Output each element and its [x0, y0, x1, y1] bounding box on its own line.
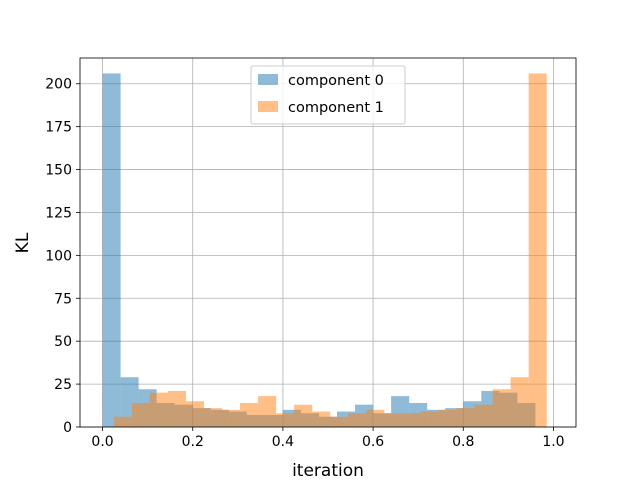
- x-tick-label: 0.0: [91, 434, 113, 450]
- axis-ticks: 0.0 0.2 0.4 0.6 0.8 1.0 0 25 50 75 100 125 150 175 200: [45, 77, 564, 450]
- histogram-bar-component-1: [222, 409, 241, 427]
- y-tick-label: 100: [45, 248, 72, 264]
- legend-swatch-component-1: [258, 101, 278, 112]
- histogram-bar-component-1: [438, 409, 457, 427]
- legend: component 0 component 1: [250, 65, 406, 125]
- histogram-bar-component-1: [492, 389, 511, 427]
- y-tick-label: 175: [45, 120, 72, 136]
- histogram-bar-component-1: [204, 408, 223, 427]
- histogram-bar-component-1: [384, 413, 403, 427]
- y-tick-label: 125: [45, 205, 72, 221]
- x-axis-label: iteration: [292, 461, 364, 480]
- y-tick-label: 25: [54, 377, 72, 393]
- histogram-bar-component-1: [330, 416, 349, 427]
- histogram-bar-component-1: [474, 404, 493, 427]
- bars: [102, 73, 547, 428]
- x-tick-label: 0.8: [452, 434, 474, 450]
- legend-label-component-1: component 1: [288, 100, 384, 116]
- grid: [80, 58, 576, 428]
- histogram-bar-component-1: [312, 411, 331, 427]
- histogram-bar-component-1: [366, 409, 385, 427]
- histogram-bar-component-1: [510, 377, 529, 427]
- histogram-bar-component-1: [240, 402, 259, 427]
- legend-label-component-0: component 0: [288, 73, 384, 89]
- plot-frame: [79, 57, 577, 428]
- y-tick-label: 50: [54, 334, 72, 350]
- histogram-bar-component-1: [185, 401, 204, 427]
- x-tick-label: 0.2: [182, 434, 204, 450]
- histogram-bar-component-1: [113, 416, 132, 427]
- histogram-bar-component-1: [420, 411, 439, 427]
- histogram-bar-component-1: [402, 413, 421, 427]
- histogram-bar-component-0: [102, 73, 121, 428]
- histogram-bar-component-1: [348, 413, 367, 427]
- legend-box: [250, 65, 406, 125]
- y-tick-label: 0: [63, 420, 72, 436]
- histogram-bar-component-1: [456, 408, 475, 427]
- y-axis-label: KL: [13, 232, 33, 253]
- histogram-bar-component-1: [528, 73, 547, 428]
- x-tick-label: 0.6: [362, 434, 384, 450]
- histogram-bar-component-1: [294, 404, 313, 427]
- x-tick-label: 1.0: [542, 434, 564, 450]
- histogram-bar-component-1: [149, 392, 168, 427]
- x-tick-label: 0.4: [272, 434, 294, 450]
- histogram-bar-component-1: [258, 396, 277, 427]
- y-tick-label: 75: [54, 291, 72, 307]
- histogram-bar-component-1: [276, 413, 295, 427]
- y-tick-label: 200: [45, 77, 72, 93]
- y-tick-label: 150: [45, 163, 72, 179]
- histogram-bar-component-1: [131, 402, 150, 427]
- histogram-bar-component-1: [167, 390, 186, 427]
- legend-swatch-component-0: [258, 74, 278, 85]
